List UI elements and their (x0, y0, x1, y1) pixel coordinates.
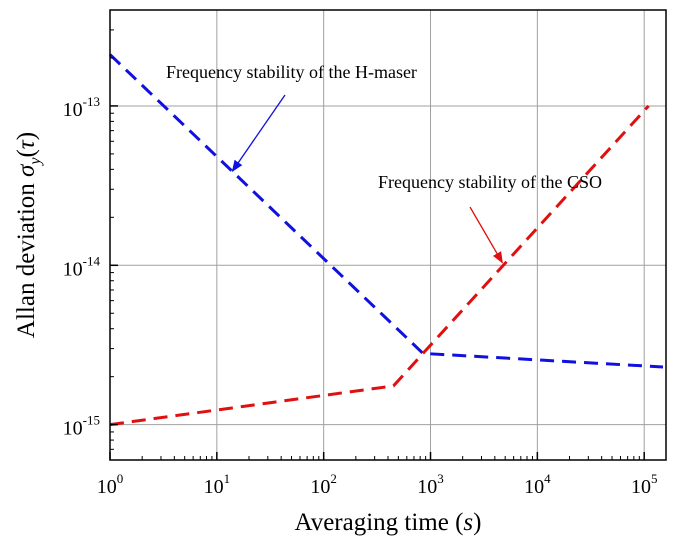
x-axis-title: Averaging time (s) (295, 509, 482, 536)
y-tick-base: 10 (63, 258, 83, 280)
hmaser-annotation-arrow (231, 94, 286, 173)
y-tick-exponent: -14 (83, 253, 101, 268)
y-axis-title: Allan deviation σy(τ) (13, 132, 44, 338)
y-tick-label: 10-13 (63, 94, 100, 121)
cso-annotation-arrow (469, 206, 503, 264)
x-tick-exponent: 4 (544, 471, 551, 486)
hmaser-annotation-label: Frequency stability of the H-maser (166, 62, 417, 82)
x-tick-exponent: 3 (437, 471, 444, 486)
tick-marks (109, 9, 645, 461)
hmaser-series-line (108, 53, 664, 369)
x-tick-exponent: 5 (651, 471, 658, 486)
x-tick-label: 105 (631, 471, 658, 498)
x-tick-base: 10 (631, 476, 651, 498)
y-tick-exponent: -15 (83, 413, 100, 428)
x-tick-base: 10 (524, 476, 544, 498)
series-group (108, 53, 664, 427)
y-tick-exponent: -13 (83, 94, 100, 109)
cso-annotation-label: Frequency stability of the CSO (378, 172, 602, 192)
cso-series-line (109, 104, 650, 427)
x-tick-exponent: 1 (224, 471, 231, 486)
x-tick-exponent: 0 (117, 471, 124, 486)
annotations-group: Frequency stability of the H-maser Freque… (166, 62, 602, 264)
grid-lines (109, 10, 666, 460)
x-tick-label: 103 (417, 471, 444, 498)
y-tick-label: 10-14 (63, 253, 101, 280)
x-tick-label: 100 (97, 471, 124, 498)
x-tick-base: 10 (204, 476, 224, 498)
x-tick-label: 102 (310, 471, 337, 498)
x-tick-exponent: 2 (330, 471, 337, 486)
y-tick-base: 10 (63, 418, 83, 440)
x-tick-base: 10 (97, 476, 117, 498)
x-tick-label: 104 (524, 471, 551, 498)
y-tick-base: 10 (63, 99, 83, 121)
y-tick-label: 10-15 (63, 413, 100, 440)
x-tick-base: 10 (417, 476, 437, 498)
x-tick-base: 10 (310, 476, 330, 498)
x-tick-label: 101 (204, 471, 231, 498)
